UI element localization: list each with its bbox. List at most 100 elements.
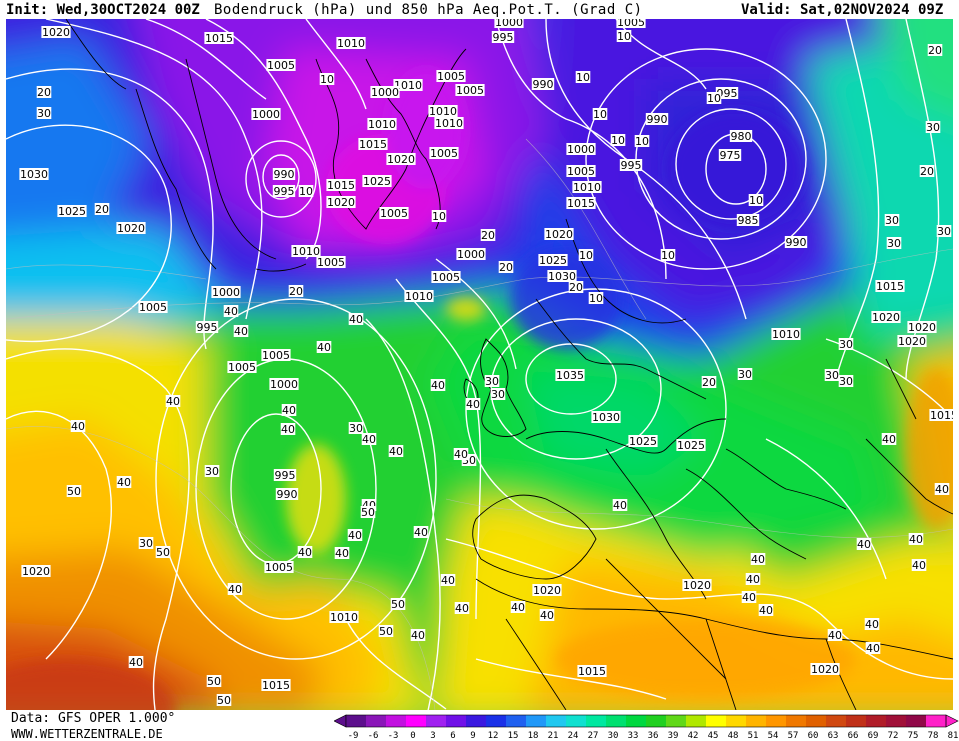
theta-e-label: 20 bbox=[927, 44, 943, 57]
theta-e-label: 10 bbox=[319, 73, 335, 86]
pressure-label: 1005 bbox=[616, 19, 646, 29]
pressure-label-text: 1000 bbox=[371, 86, 399, 99]
pressure-label-text: 975 bbox=[720, 149, 741, 162]
theta-e-label-text: 30 bbox=[349, 422, 363, 435]
legend-tick: 66 bbox=[848, 731, 859, 740]
pressure-label: 1000 bbox=[494, 19, 524, 29]
theta-e-label-text: 50 bbox=[361, 506, 375, 519]
theta-e-label-text: 40 bbox=[414, 526, 428, 539]
pressure-label-text: 1010 bbox=[368, 118, 396, 131]
theta-e-label-text: 40 bbox=[281, 423, 295, 436]
pressure-label-text: 995 bbox=[274, 185, 295, 198]
theta-e-label: 40 bbox=[612, 499, 628, 512]
pressure-label: 1000 bbox=[251, 108, 281, 121]
pressure-label-text: 980 bbox=[731, 130, 752, 143]
theta-e-label-text: 40 bbox=[389, 445, 403, 458]
theta-e-label: 40 bbox=[334, 547, 350, 560]
theta-e-label-text: 40 bbox=[335, 547, 349, 560]
pressure-label: 1015 bbox=[566, 197, 596, 210]
theta-e-label: 50 bbox=[66, 485, 82, 498]
pressure-label: 990 bbox=[275, 488, 299, 501]
pressure-label: 1020 bbox=[116, 222, 146, 235]
pressure-label: 1025 bbox=[57, 205, 87, 218]
legend-tick: 42 bbox=[688, 731, 699, 740]
pressure-label-text: 1005 bbox=[430, 147, 458, 160]
theta-e-label-text: 10 bbox=[617, 30, 631, 43]
theta-e-label: 40 bbox=[864, 618, 880, 631]
theta-e-label-text: 50 bbox=[391, 598, 405, 611]
pressure-label: 1020 bbox=[897, 335, 927, 348]
pressure-label: 975 bbox=[718, 149, 742, 162]
theta-e-label-text: 40 bbox=[935, 483, 949, 496]
theta-e-label-text: 30 bbox=[139, 537, 153, 550]
legend-swatch bbox=[826, 715, 847, 727]
pressure-label: 1010 bbox=[393, 79, 423, 92]
theta-e-label: 40 bbox=[348, 313, 364, 326]
pressure-label-text: 1020 bbox=[22, 565, 50, 578]
theta-e-label: 40 bbox=[347, 529, 363, 542]
theta-e-label: 50 bbox=[216, 694, 232, 707]
theta-e-label: 30 bbox=[838, 375, 854, 388]
theta-e-label-text: 40 bbox=[912, 559, 926, 572]
legend-swatch bbox=[886, 715, 907, 727]
pressure-label-text: 1010 bbox=[772, 328, 800, 341]
pressure-label: 1025 bbox=[362, 175, 392, 188]
theta-e-label: 30 bbox=[936, 225, 952, 238]
pressure-label: 995 bbox=[491, 31, 515, 44]
theta-e-label: 10 bbox=[431, 210, 447, 223]
legend-tick: 30 bbox=[608, 731, 619, 740]
pressure-label-text: 1005 bbox=[228, 361, 256, 374]
pressure-label-text: 1015 bbox=[205, 32, 233, 45]
legend-swatch bbox=[486, 715, 507, 727]
theta-e-label: 20 bbox=[480, 229, 496, 242]
theta-e-label: 40 bbox=[413, 526, 429, 539]
theta-e-label: 40 bbox=[827, 629, 843, 642]
theta-e-label-text: 20 bbox=[569, 281, 583, 294]
theta-e-label: 20 bbox=[288, 285, 304, 298]
legend-swatch bbox=[906, 715, 927, 727]
legend-tick: 39 bbox=[668, 731, 679, 740]
pressure-label-text: 1005 bbox=[317, 256, 345, 269]
theta-e-label-text: 40 bbox=[129, 656, 143, 669]
theta-e-label-text: 40 bbox=[282, 404, 296, 417]
theta-e-label: 20 bbox=[498, 261, 514, 274]
pressure-label-text: 1015 bbox=[930, 409, 953, 422]
legend-tick: 6 bbox=[450, 731, 455, 740]
pressure-label-text: 1020 bbox=[545, 228, 573, 241]
theta-e-label-text: 30 bbox=[37, 107, 51, 120]
legend-tick: -9 bbox=[348, 731, 359, 740]
theta-e-label: 30 bbox=[925, 121, 941, 134]
theta-e-label: 40 bbox=[454, 602, 470, 615]
pressure-label: 1030 bbox=[19, 168, 49, 181]
theta-e-label: 20 bbox=[568, 281, 584, 294]
pressure-label: 1000 bbox=[211, 286, 241, 299]
pressure-label-text: 1005 bbox=[139, 301, 167, 314]
legend-swatch bbox=[626, 715, 647, 727]
pressure-label-text: 1015 bbox=[876, 280, 904, 293]
pressure-label-text: 1030 bbox=[20, 168, 48, 181]
pressure-label: 1005 bbox=[566, 165, 596, 178]
pressure-label: 1020 bbox=[544, 228, 574, 241]
theta-e-label-text: 40 bbox=[511, 601, 525, 614]
pressure-label: 1010 bbox=[367, 118, 397, 131]
theta-e-label: 40 bbox=[223, 305, 239, 318]
theta-e-label: 40 bbox=[227, 583, 243, 596]
theta-e-label: 40 bbox=[510, 601, 526, 614]
pressure-label-text: 1010 bbox=[330, 611, 358, 624]
pressure-label-text: 1015 bbox=[327, 179, 355, 192]
pressure-label-text: 1025 bbox=[363, 175, 391, 188]
theta-e-label: 50 bbox=[360, 506, 376, 519]
pressure-label: 1020 bbox=[21, 565, 51, 578]
theta-e-label-text: 30 bbox=[887, 237, 901, 250]
theta-e-label-text: 40 bbox=[865, 618, 879, 631]
pressure-label: 1015 bbox=[261, 679, 291, 692]
pressure-label-text: 1000 bbox=[457, 248, 485, 261]
legend-tick: 15 bbox=[508, 731, 519, 740]
theta-e-label-text: 40 bbox=[455, 602, 469, 615]
theta-e-label: 30 bbox=[348, 422, 364, 435]
theta-e-label: 20 bbox=[94, 203, 110, 216]
pressure-label-text: 990 bbox=[277, 488, 298, 501]
pressure-label: 1015 bbox=[929, 409, 953, 422]
